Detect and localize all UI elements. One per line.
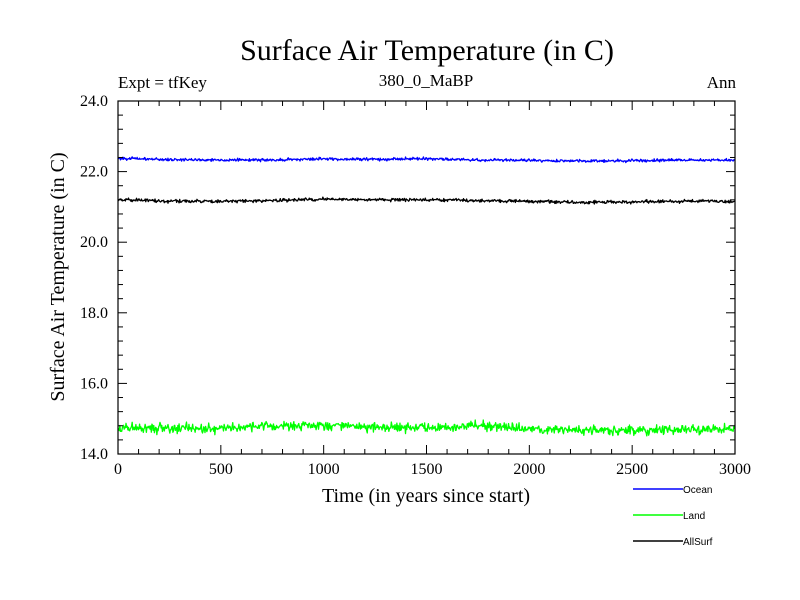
legend: Ocean Land AllSurf bbox=[633, 485, 713, 548]
ticks-layer bbox=[117, 100, 736, 455]
series-line-allsurf bbox=[117, 196, 736, 205]
y-axis-label: Surface Air Temperature (in C) bbox=[47, 152, 69, 401]
x-tick-label: 2500 bbox=[616, 461, 648, 478]
chart-title: Surface Air Temperature (in C) bbox=[240, 34, 614, 67]
y-tick-label: 16.0 bbox=[80, 375, 108, 392]
y-tick-label: 18.0 bbox=[80, 305, 108, 322]
y-tick-label: 14.0 bbox=[80, 446, 108, 463]
x-tick-label: 0 bbox=[114, 461, 122, 478]
period-label: Ann bbox=[707, 73, 737, 92]
y-tick-label: 24.0 bbox=[80, 93, 108, 110]
plot-frame bbox=[117, 100, 736, 455]
series-line-ocean bbox=[117, 156, 736, 164]
legend-label-ocean: Ocean bbox=[683, 485, 712, 496]
x-tick-label: 2000 bbox=[513, 461, 545, 478]
series-layer bbox=[117, 156, 736, 437]
y-tick-label: 20.0 bbox=[80, 234, 108, 251]
legend-label-land: Land bbox=[683, 511, 705, 522]
run-label: 380_0_MaBP bbox=[379, 71, 473, 90]
x-tick-label: 500 bbox=[209, 461, 233, 478]
y-tick-label: 22.0 bbox=[80, 164, 108, 181]
y-tick-labels: 14.0 16.0 18.0 20.0 22.0 24.0 bbox=[80, 93, 108, 463]
legend-label-allsurf: AllSurf bbox=[683, 537, 713, 548]
x-tick-label: 3000 bbox=[719, 461, 751, 478]
x-axis-label: Time (in years since start) bbox=[322, 485, 530, 507]
experiment-label: Expt = tfKey bbox=[118, 73, 207, 92]
x-tick-labels: 0 500 1000 1500 2000 2500 3000 bbox=[114, 461, 751, 478]
x-tick-label: 1500 bbox=[411, 461, 443, 478]
series-line-land bbox=[117, 419, 736, 437]
x-tick-label: 1000 bbox=[308, 461, 340, 478]
